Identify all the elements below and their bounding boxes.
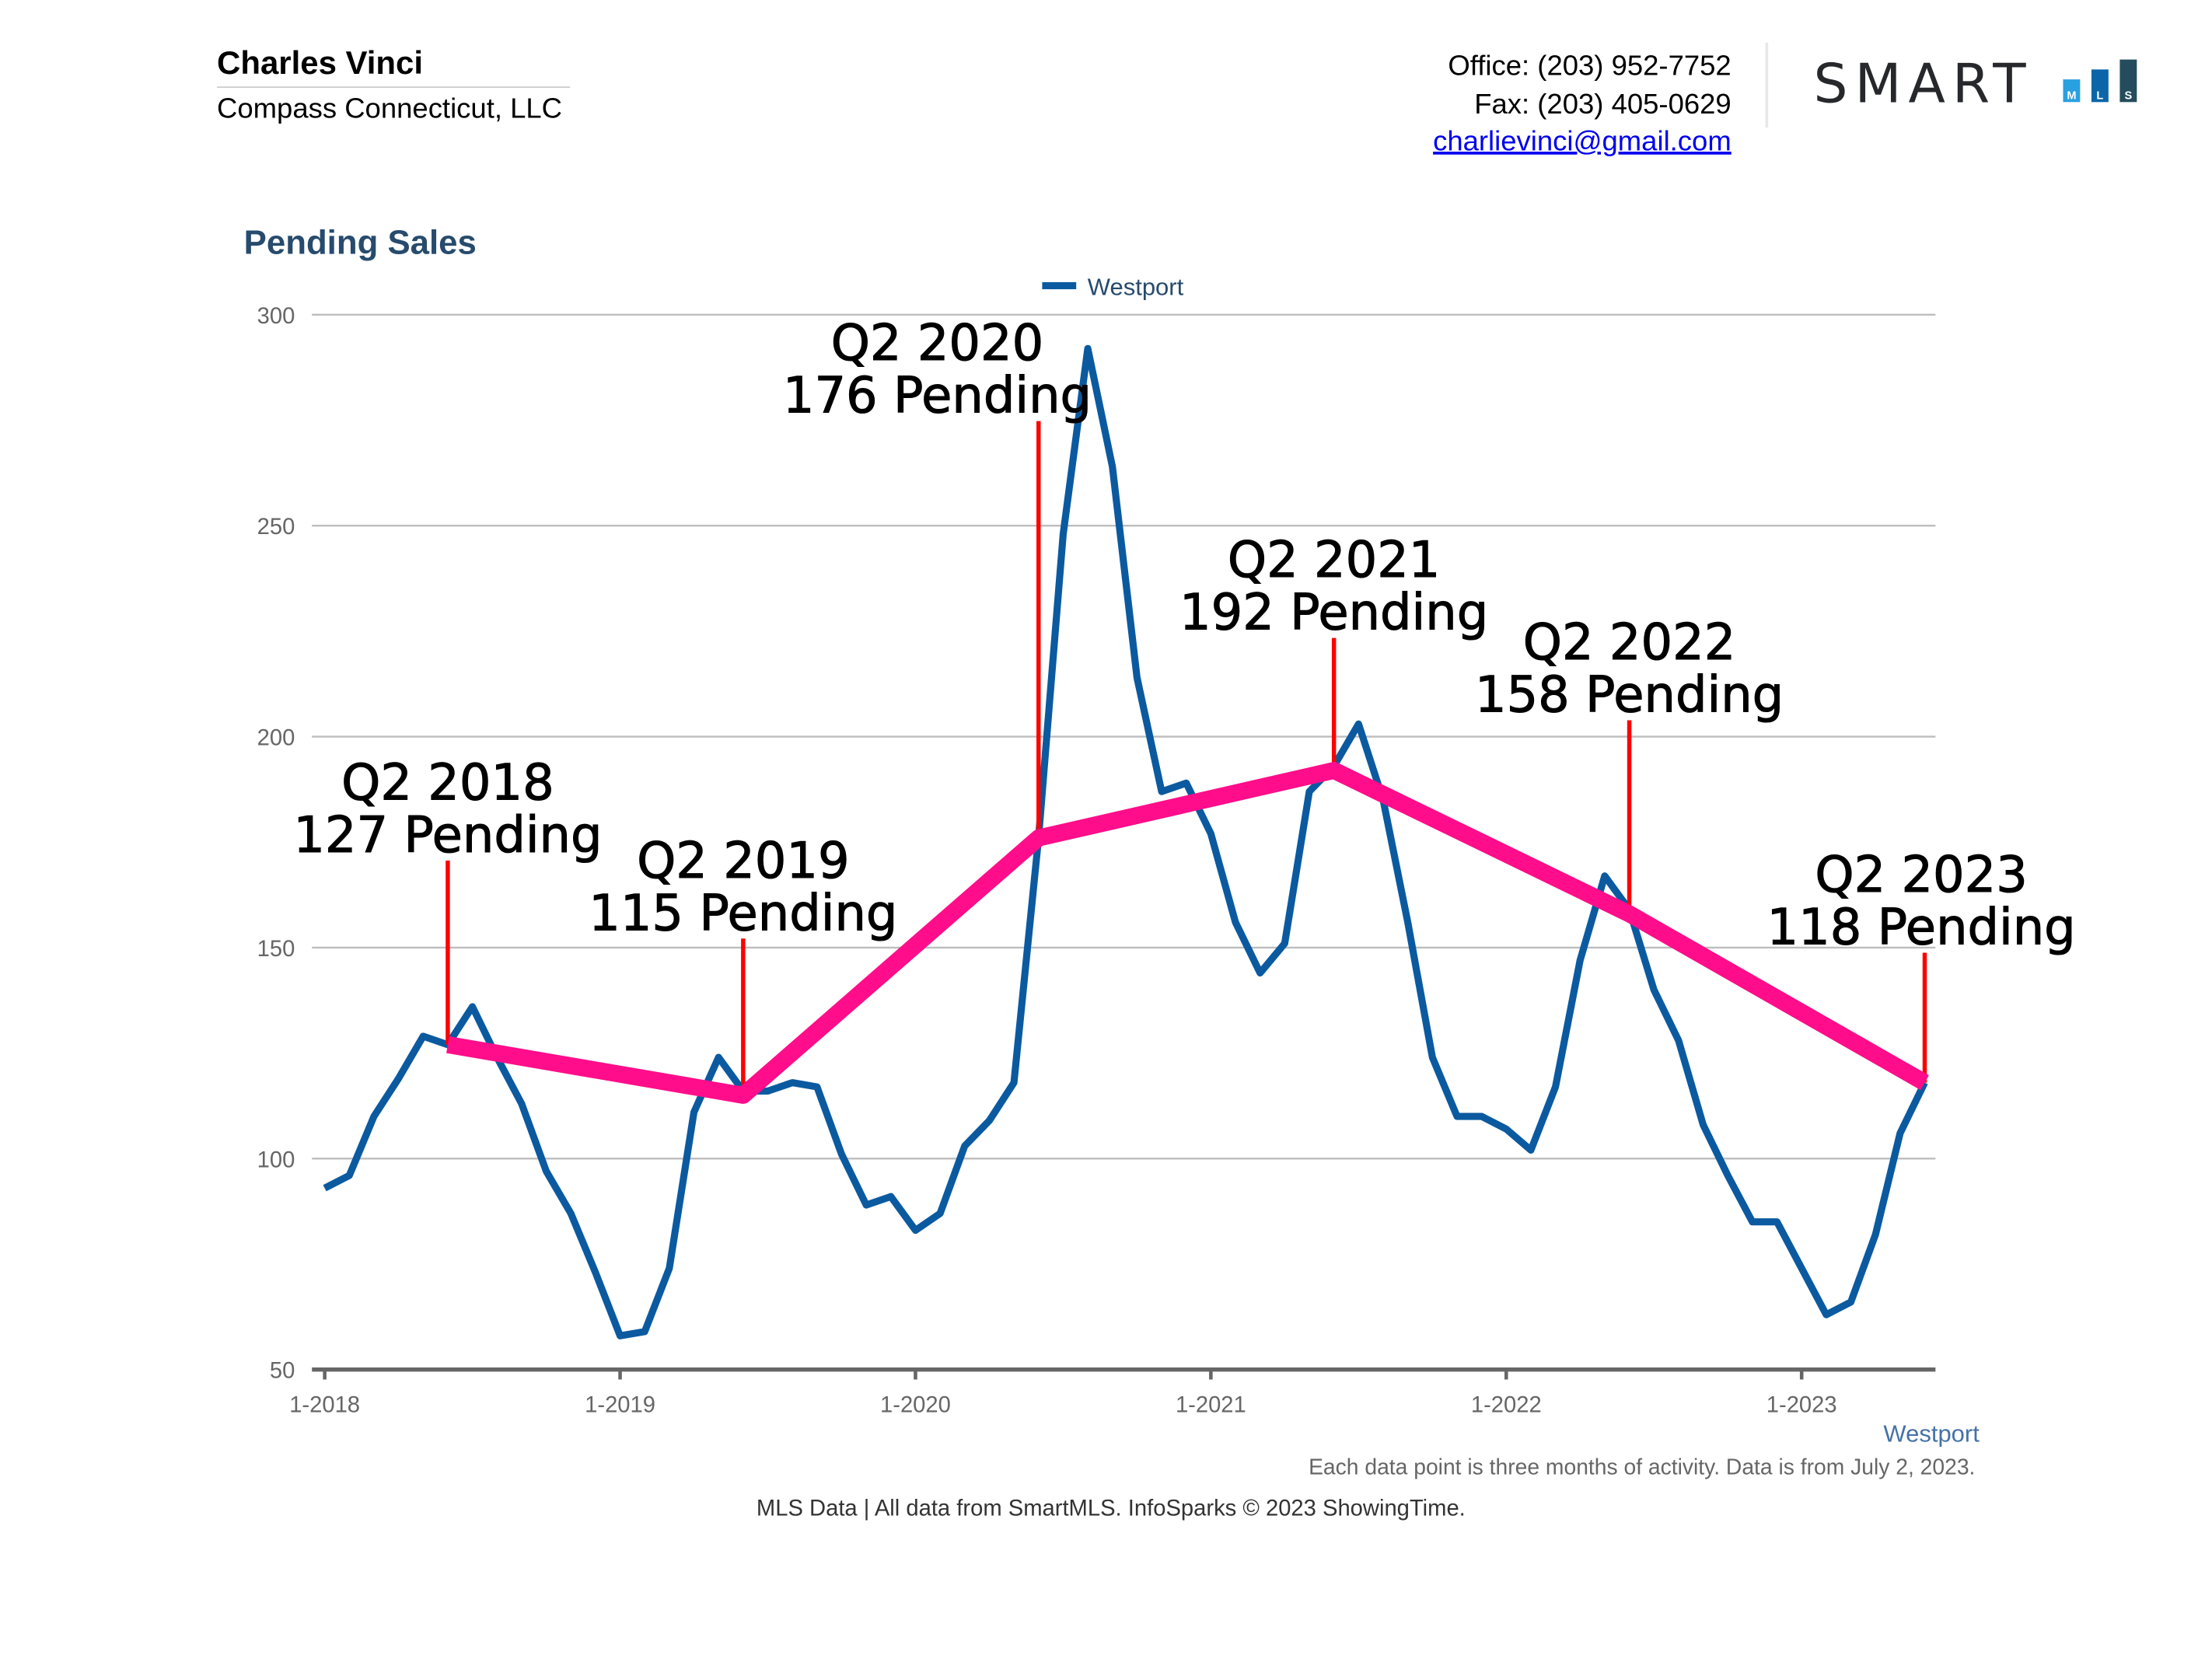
office-phone: Office: (203) 952-7752 [1448, 51, 1732, 82]
annotation-title: Q2 2023 [1815, 847, 2028, 904]
logo-letter-l: L [2096, 90, 2103, 103]
annotation-title: Q2 2022 [1523, 614, 1736, 672]
y-tick-label: 50 [270, 1359, 295, 1384]
logo-block-l [2091, 69, 2109, 103]
y-tick-label: 250 [257, 515, 295, 540]
annotation-value: 115 Pending [589, 885, 897, 942]
credit-line: MLS Data | All data from SmartMLS. InfoS… [756, 1497, 1466, 1521]
annotation-value: 127 Pending [293, 807, 602, 864]
x-tick-label: 1-2019 [585, 1392, 655, 1417]
annotation-value: 158 Pending [1475, 666, 1784, 724]
series-label: Westport [1883, 1420, 1980, 1448]
x-tick-label: 1-2023 [1766, 1392, 1837, 1417]
logo-text: SMART [1814, 54, 2033, 110]
logo-block-s [2119, 59, 2137, 103]
agent-name: Charles Vinci [217, 44, 424, 81]
x-tick-label: 1-2021 [1176, 1392, 1246, 1417]
logo-letter-s: S [2125, 90, 2133, 103]
westport-series-line [323, 344, 1928, 1339]
trend-line [446, 762, 1929, 1104]
agent-company: Compass Connecticut, LLC [217, 93, 563, 125]
annotation-title: Q2 2021 [1228, 532, 1441, 589]
y-tick-label: 200 [257, 726, 295, 751]
divider [1765, 42, 1769, 128]
legend-swatch [1042, 281, 1077, 290]
email-link[interactable]: charlievinci@gmail.com [1433, 126, 1732, 158]
annotation-title: Q2 2020 [831, 315, 1044, 372]
annotation-value: 176 Pending [783, 368, 1092, 425]
smartmls-logo: SMART M L S [1814, 54, 2137, 110]
x-tick-label: 1-2022 [1471, 1392, 1542, 1417]
fax-number: Fax: (203) 405-0629 [1474, 88, 1732, 120]
legend-label: Westport [1088, 273, 1184, 300]
annotation-value: 192 Pending [1179, 585, 1488, 642]
chart-title: Pending Sales [243, 224, 477, 263]
y-tick-label: 100 [257, 1147, 295, 1172]
logo-block-m [2063, 79, 2081, 103]
logo-letter-m: M [2067, 90, 2076, 103]
y-tick-label: 150 [257, 937, 295, 962]
annotation-title: Q2 2018 [341, 755, 554, 812]
x-tick-label: 1-2020 [880, 1392, 951, 1417]
annotation-title: Q2 2019 [637, 833, 850, 890]
divider [217, 86, 571, 89]
contact-block: Office: (203) 952-7752 Fax: (203) 405-06… [1433, 48, 1732, 161]
footnote: Each data point is three months of activ… [1309, 1455, 1976, 1480]
y-tick-label: 300 [257, 304, 295, 329]
legend[interactable]: Westport [1042, 273, 1184, 300]
x-tick-label: 1-2018 [289, 1392, 360, 1417]
annotation-value: 118 Pending [1767, 899, 2076, 957]
